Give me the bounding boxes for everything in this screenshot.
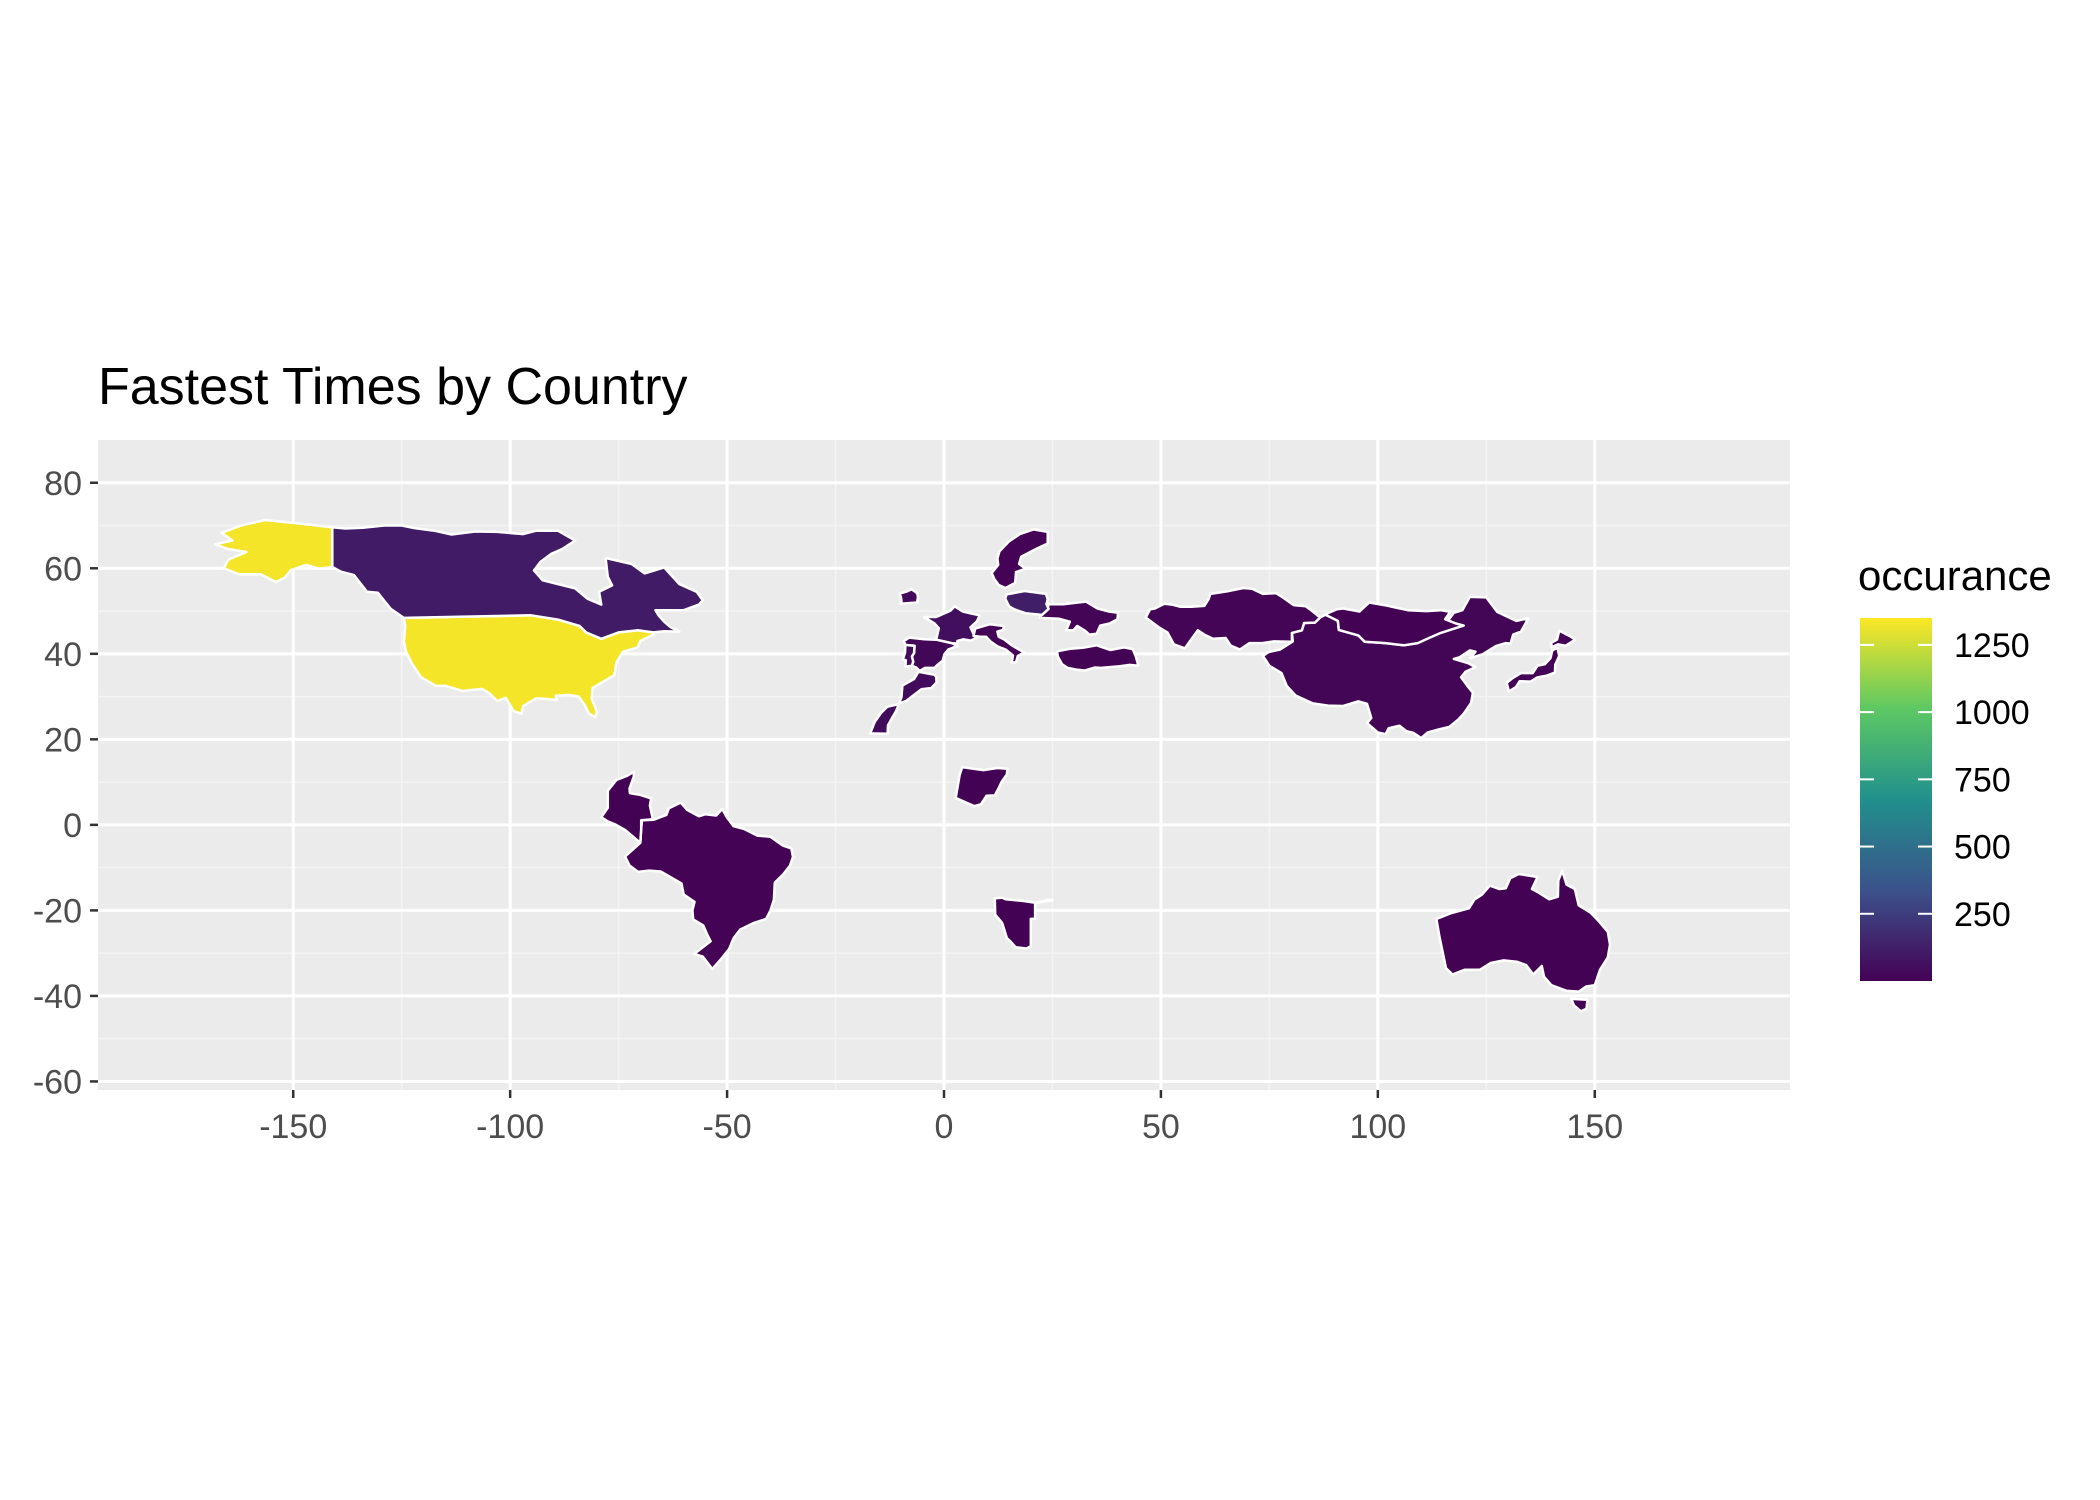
country-canada	[331, 524, 705, 641]
country-japan	[1550, 629, 1577, 649]
country-ireland	[898, 587, 920, 606]
country-turkey	[1055, 644, 1140, 672]
country-mongolia	[1323, 601, 1465, 647]
x-tick-label: 100	[1349, 1108, 1406, 1146]
y-axis: 80 60 40 20 0 -20 -40 -60	[33, 465, 98, 1101]
legend-tick-label: 1000	[1954, 694, 2030, 732]
country-sweden	[990, 528, 1049, 590]
legend-ticks: 1250 1000 750 500 250	[1860, 627, 2030, 934]
legend-tick-label: 500	[1954, 829, 2011, 867]
y-tick-label: -20	[33, 892, 82, 930]
legend-tick-label: 1250	[1954, 627, 2030, 665]
legend: occurance 1250 1000 750 500 250	[1858, 552, 2052, 981]
y-tick-label: -60	[33, 1063, 82, 1101]
legend-tick-label: 750	[1954, 761, 2011, 799]
country-brazil	[623, 801, 795, 971]
x-tick-label: -150	[259, 1108, 327, 1146]
country-japan	[1505, 646, 1561, 693]
country-morocco	[868, 670, 938, 736]
legend-tick-label: 250	[1954, 896, 2011, 934]
country-nigeria	[954, 765, 1009, 808]
country-alaska	[213, 518, 334, 584]
x-tick-label: 150	[1566, 1108, 1623, 1146]
legend-title: occurance	[1858, 552, 2052, 599]
x-tick-label: -100	[476, 1108, 544, 1146]
y-tick-label: -40	[33, 978, 82, 1016]
y-tick-label: 40	[44, 636, 82, 674]
country-italy	[972, 623, 1026, 664]
y-tick-label: 60	[44, 550, 82, 588]
country-shapes	[213, 518, 1612, 1013]
chart-title: Fastest Times by Country	[98, 358, 688, 416]
y-tick-label: 0	[63, 807, 82, 845]
country-portugal	[901, 643, 916, 668]
country-australia	[1435, 869, 1612, 993]
x-tick-label: 0	[935, 1108, 954, 1146]
country-ukraine	[1038, 600, 1120, 636]
x-tick-label: -50	[703, 1108, 752, 1146]
country-colombia	[600, 770, 655, 845]
y-tick-label: 20	[44, 721, 82, 759]
legend-colorbar	[1860, 618, 1932, 981]
country-poland	[1003, 589, 1050, 617]
y-tick-label: 80	[44, 465, 82, 503]
x-axis: -150 -100 -50 0 50 100 150	[259, 1090, 1623, 1146]
country-namibia	[993, 896, 1054, 950]
x-tick-label: 50	[1142, 1108, 1180, 1146]
country-australia	[1570, 997, 1589, 1013]
country-kazakhstan	[1144, 586, 1322, 651]
